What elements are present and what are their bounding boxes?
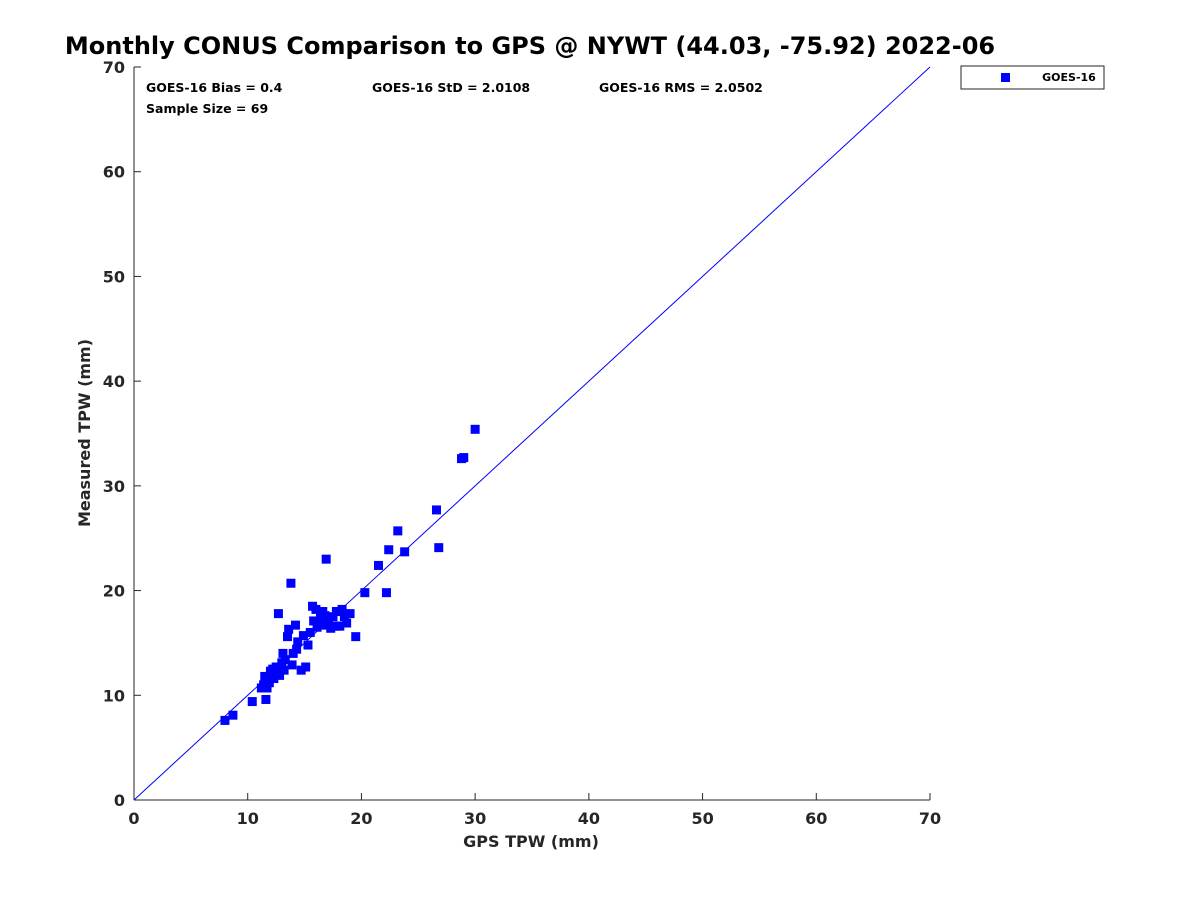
- legend-box: [960, 65, 1105, 90]
- data-point: [275, 670, 285, 680]
- data-point: [342, 618, 352, 628]
- data-point: [312, 622, 322, 632]
- data-point: [381, 588, 391, 598]
- data-point: [305, 627, 315, 637]
- data-point: [319, 620, 329, 630]
- data-point: [434, 543, 444, 553]
- legend-marker-goes16: [1001, 73, 1010, 82]
- data-point: [337, 604, 347, 614]
- y-tick-label: 40: [103, 372, 125, 391]
- data-point: [301, 662, 311, 672]
- data-point: [360, 588, 370, 598]
- data-point: [292, 644, 302, 654]
- data-point: [279, 665, 289, 675]
- data-point: [290, 620, 300, 630]
- data-point: [339, 612, 349, 622]
- data-point: [277, 658, 287, 668]
- data-point: [220, 715, 230, 725]
- stat-sample-size: Sample Size = 69: [146, 101, 268, 116]
- chart-title: Monthly CONUS Comparison to GPS @ NYWT (…: [65, 32, 995, 60]
- y-axis-label: Measured TPW (mm): [75, 339, 94, 527]
- data-point: [315, 613, 325, 623]
- data-point: [273, 609, 283, 619]
- x-axis-ticks: 0 10 20 30 40 50 60 70: [128, 793, 941, 828]
- y-axis-ticks: 0 10 20 30 40 50 60 70: [103, 58, 141, 810]
- data-point: [260, 671, 270, 681]
- x-tick-label: 70: [919, 809, 941, 828]
- data-point: [228, 710, 238, 720]
- data-point: [345, 609, 355, 619]
- x-tick-label: 10: [237, 809, 259, 828]
- data-point: [278, 648, 288, 658]
- data-point: [283, 632, 293, 642]
- data-point: [431, 505, 441, 515]
- data-point: [309, 616, 319, 626]
- y-tick-label: 0: [114, 791, 125, 810]
- data-point: [400, 547, 410, 557]
- x-tick-label: 60: [805, 809, 827, 828]
- data-point: [373, 560, 383, 570]
- data-point: [284, 624, 294, 634]
- data-point: [261, 694, 271, 704]
- data-point: [296, 665, 306, 675]
- x-tick-label: 20: [350, 809, 372, 828]
- y-tick-label: 70: [103, 58, 125, 77]
- data-point: [259, 680, 269, 690]
- data-point: [264, 678, 274, 688]
- data-point: [270, 667, 280, 677]
- data-point: [311, 604, 321, 614]
- legend: GOES-16: [960, 65, 1105, 90]
- data-point: [351, 632, 361, 642]
- data-point: [321, 554, 331, 564]
- data-point: [328, 612, 338, 622]
- y-tick-label: 10: [103, 686, 125, 705]
- x-tick-label: 50: [691, 809, 713, 828]
- data-point: [286, 578, 296, 588]
- y-tick-label: 50: [103, 267, 125, 286]
- y-tick-label: 60: [103, 163, 125, 182]
- data-point: [293, 637, 303, 647]
- legend-label-goes16: GOES-16: [1042, 71, 1096, 84]
- data-point: [298, 631, 308, 641]
- data-point: [470, 424, 480, 434]
- data-point: [322, 615, 332, 625]
- stat-rms: GOES-16 RMS = 2.0502: [599, 80, 763, 95]
- data-point: [330, 621, 340, 631]
- x-axis-label: GPS TPW (mm): [463, 832, 599, 851]
- y-tick-label: 30: [103, 477, 125, 496]
- x-tick-label: 0: [128, 809, 139, 828]
- goes16-data-points: [220, 424, 480, 725]
- stat-std: GOES-16 StD = 2.0108: [372, 80, 530, 95]
- data-point: [459, 453, 469, 463]
- stat-bias: GOES-16 Bias = 0.4: [146, 80, 283, 95]
- x-tick-label: 30: [464, 809, 486, 828]
- data-point: [247, 697, 257, 707]
- data-point: [393, 526, 403, 536]
- data-point: [271, 662, 281, 672]
- data-point: [335, 621, 345, 631]
- data-point: [326, 623, 336, 633]
- data-point: [287, 660, 297, 670]
- data-point: [331, 607, 341, 617]
- data-point: [384, 545, 394, 555]
- data-point: [269, 674, 279, 684]
- data-point: [303, 640, 313, 650]
- data-point: [265, 666, 275, 676]
- y-tick-label: 20: [103, 582, 125, 601]
- x-tick-label: 40: [578, 809, 600, 828]
